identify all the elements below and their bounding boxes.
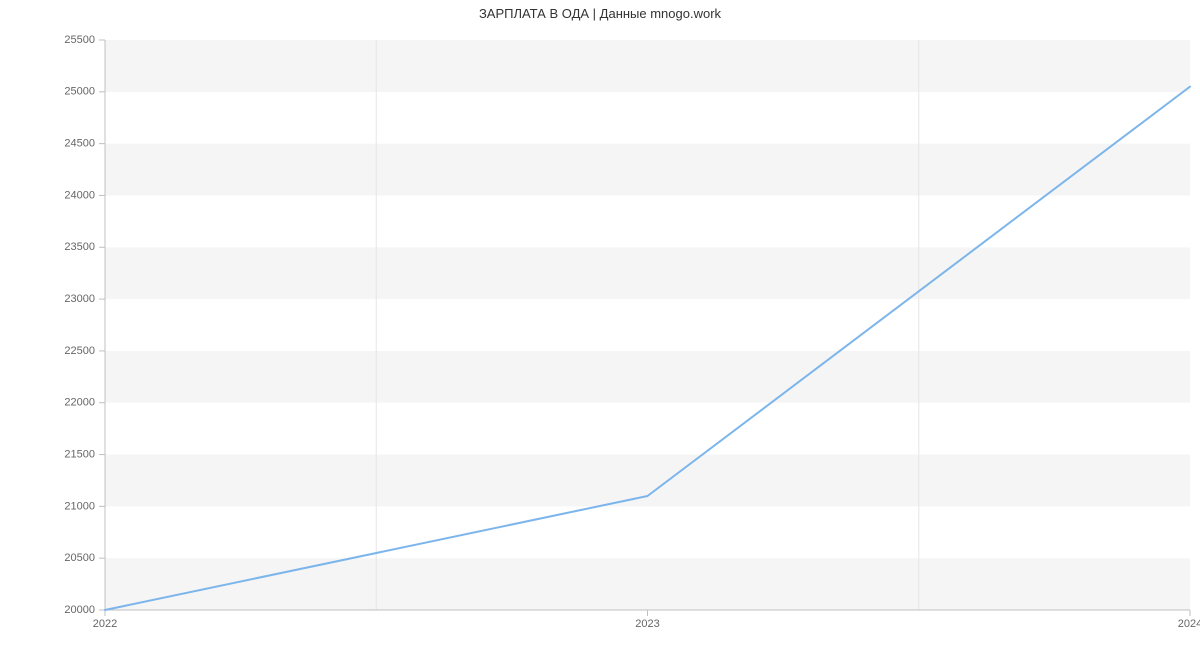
y-tick-label: 24500 [64, 138, 95, 150]
y-tick-label: 25500 [64, 34, 95, 46]
x-tick-label: 2022 [93, 618, 117, 630]
y-tick-label: 21000 [64, 500, 95, 512]
plot-band [105, 144, 1190, 196]
y-tick-label: 23500 [64, 241, 95, 253]
plot-band [105, 40, 1190, 92]
y-tick-label: 20000 [64, 604, 95, 616]
x-tick-label: 2024 [1178, 618, 1200, 630]
plot-band [105, 92, 1190, 144]
y-tick-label: 21500 [64, 448, 95, 460]
y-tick-label: 22500 [64, 345, 95, 357]
y-tick-label: 22000 [64, 397, 95, 409]
plot-band [105, 506, 1190, 558]
plot-band [105, 403, 1190, 455]
y-tick-label: 20500 [64, 552, 95, 564]
plot-band [105, 195, 1190, 247]
plot-band [105, 351, 1190, 403]
salary-chart: ЗАРПЛАТА В ОДА | Данные mnogo.work 20000… [0, 0, 1200, 650]
x-tick-label: 2023 [635, 618, 659, 630]
plot-band [105, 558, 1190, 610]
chart-canvas: 20000 20500 21000 21500 22000 22500 23000 23500… [0, 0, 1200, 650]
plot-band [105, 247, 1190, 299]
y-tick-label: 24000 [64, 189, 95, 201]
y-tick-label: 23000 [64, 293, 95, 305]
plot-band [105, 455, 1190, 507]
y-tick-label: 25000 [64, 86, 95, 98]
plot-band [105, 299, 1190, 351]
